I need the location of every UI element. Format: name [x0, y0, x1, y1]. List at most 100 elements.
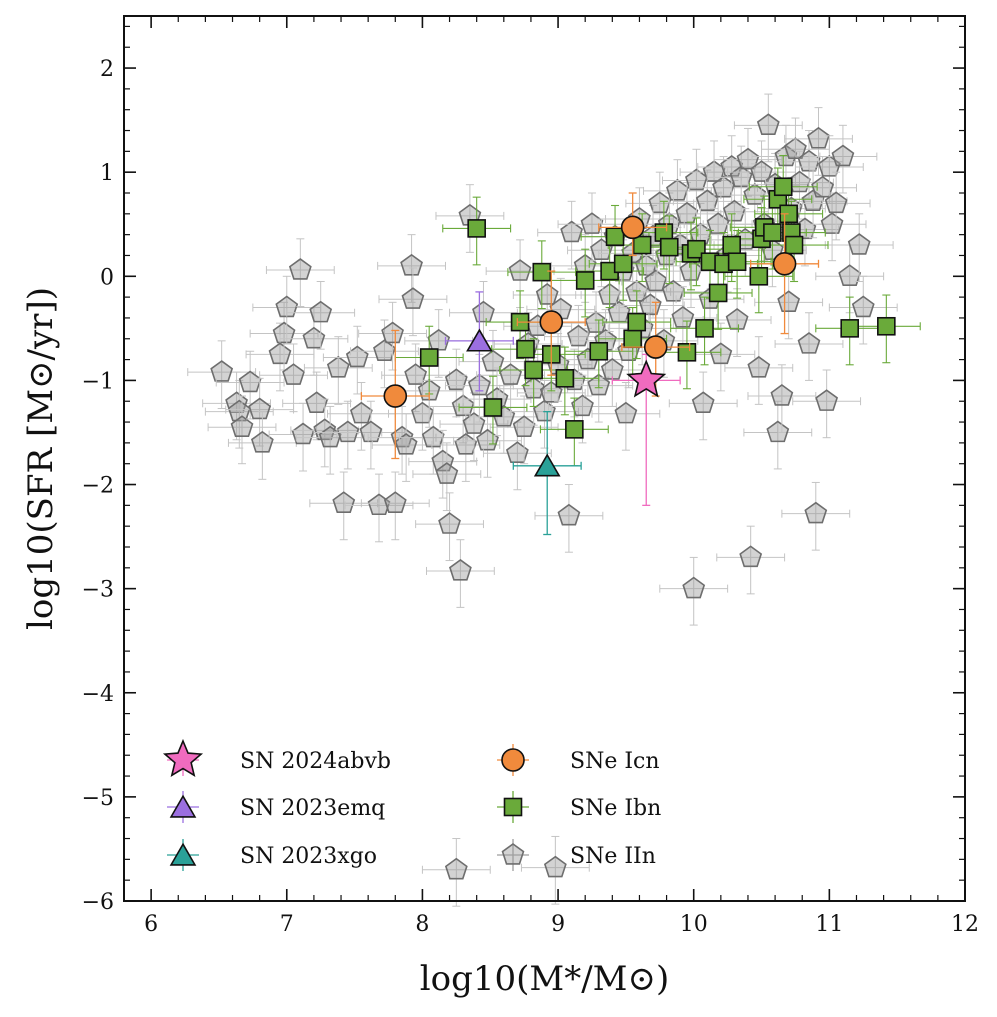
legend-item-left-1: SN 2023emq: [167, 791, 385, 823]
iin-error-bar: [358, 301, 427, 371]
ibn-point: [877, 316, 896, 336]
legend-label: SN 2024abvb: [240, 749, 391, 774]
y-tick-label: −6: [82, 890, 114, 915]
iin-point: [712, 175, 735, 198]
iin-error-bar: [733, 93, 803, 163]
iin-error-bar: [295, 405, 365, 475]
legend-label: SN 2023xgo: [240, 844, 377, 869]
iin-error-bar: [702, 288, 772, 357]
iin-point: [431, 449, 455, 472]
legend-label: SNe IIn: [570, 844, 656, 869]
iin-point: [336, 420, 360, 443]
ibn-series: [394, 154, 921, 467]
iin-error-bar: [808, 124, 878, 194]
sn2024abvb-point: [626, 359, 667, 398]
iin-point: [444, 857, 468, 880]
iin-error-bar: [187, 340, 257, 410]
ibn-point: [565, 420, 584, 439]
iin-point: [401, 287, 425, 309]
iin-point: [326, 355, 350, 378]
iin-error-bar: [207, 395, 277, 465]
iin-point: [332, 491, 356, 513]
legend-marker: [169, 842, 197, 866]
iin-point: [644, 269, 668, 292]
ibn-point: [763, 223, 782, 242]
iin-point: [359, 420, 383, 443]
ibn-point: [589, 341, 609, 361]
iin-point: [739, 545, 763, 568]
iin-point: [272, 321, 296, 344]
iin-point: [373, 339, 396, 361]
ibn-point: [695, 319, 714, 338]
legend-label: SNe Ibn: [570, 796, 661, 821]
ibn-point: [605, 227, 625, 247]
iin-point: [394, 432, 418, 455]
ibn-point: [613, 254, 633, 274]
y-axis-title: log10(SFR [M⊙/yr]): [21, 287, 61, 630]
iin-point: [557, 503, 581, 526]
iin-error-bar: [526, 277, 596, 347]
x-tick-label: 12: [951, 912, 979, 937]
y-tick-label: −3: [82, 578, 114, 603]
iin-point: [815, 389, 839, 411]
ibn-point: [623, 329, 642, 349]
iin-error-bar: [668, 371, 738, 441]
iin-point: [580, 212, 604, 234]
iin-point: [451, 394, 475, 417]
iin-point: [695, 189, 719, 212]
legend-marker: [162, 738, 204, 778]
iin-point: [838, 264, 862, 286]
iin-error-bar: [659, 556, 729, 626]
iin-point: [472, 300, 495, 323]
ibn-point: [722, 235, 741, 255]
ibn-point: [708, 283, 728, 303]
highlight-series: [360, 192, 820, 536]
iin-error-bar: [801, 171, 871, 241]
iin-point: [543, 855, 567, 878]
y-tick-label: −2: [82, 474, 114, 499]
iin-point: [238, 370, 262, 393]
ibn-point: [524, 360, 543, 380]
iin-point: [725, 308, 749, 330]
iin-point: [227, 399, 251, 422]
legend: SN 2024abvb SN 2023emq SN 2023xgo SNe Icn SN…: [162, 738, 661, 871]
iin-error-bar: [377, 234, 446, 303]
iin-point: [634, 253, 658, 276]
ibn-point: [467, 219, 486, 238]
iin-error-bar: [743, 400, 813, 470]
ibn-point: [773, 177, 793, 197]
iin-point: [481, 349, 505, 372]
ibn-point: [749, 266, 769, 286]
iin-point: [381, 321, 404, 344]
iin-point: [691, 391, 715, 414]
iin-point: [404, 363, 428, 385]
iin-error-bar: [774, 312, 844, 381]
iin-point: [282, 363, 305, 385]
legend-label: SNe Icn: [570, 749, 660, 774]
iin-error-bar: [265, 238, 335, 307]
iin-point: [648, 191, 672, 214]
iin-error-bar: [303, 336, 373, 405]
iin-error-bar: [453, 409, 522, 478]
x-axis-title: log10(M*/M⊙): [420, 959, 669, 999]
iin-point: [571, 394, 594, 417]
sn2023emq-point: [466, 328, 493, 352]
iin-point: [756, 113, 780, 136]
iin-point: [722, 199, 746, 222]
icn-point: [643, 335, 668, 359]
iin-point: [777, 290, 801, 313]
iin-point: [230, 415, 254, 437]
iin-point: [302, 326, 326, 349]
iin-point: [820, 212, 844, 234]
iin-point: [824, 191, 848, 214]
iin-error-bar: [421, 838, 491, 907]
iin-point: [508, 259, 532, 281]
x-tick-label: 7: [280, 912, 294, 937]
iin-point: [682, 576, 706, 599]
iin-point: [435, 462, 459, 484]
iin-point: [411, 401, 434, 424]
iin-point: [807, 126, 830, 149]
y-tick-label: 1: [100, 161, 114, 186]
x-tick-label: 11: [815, 912, 843, 937]
